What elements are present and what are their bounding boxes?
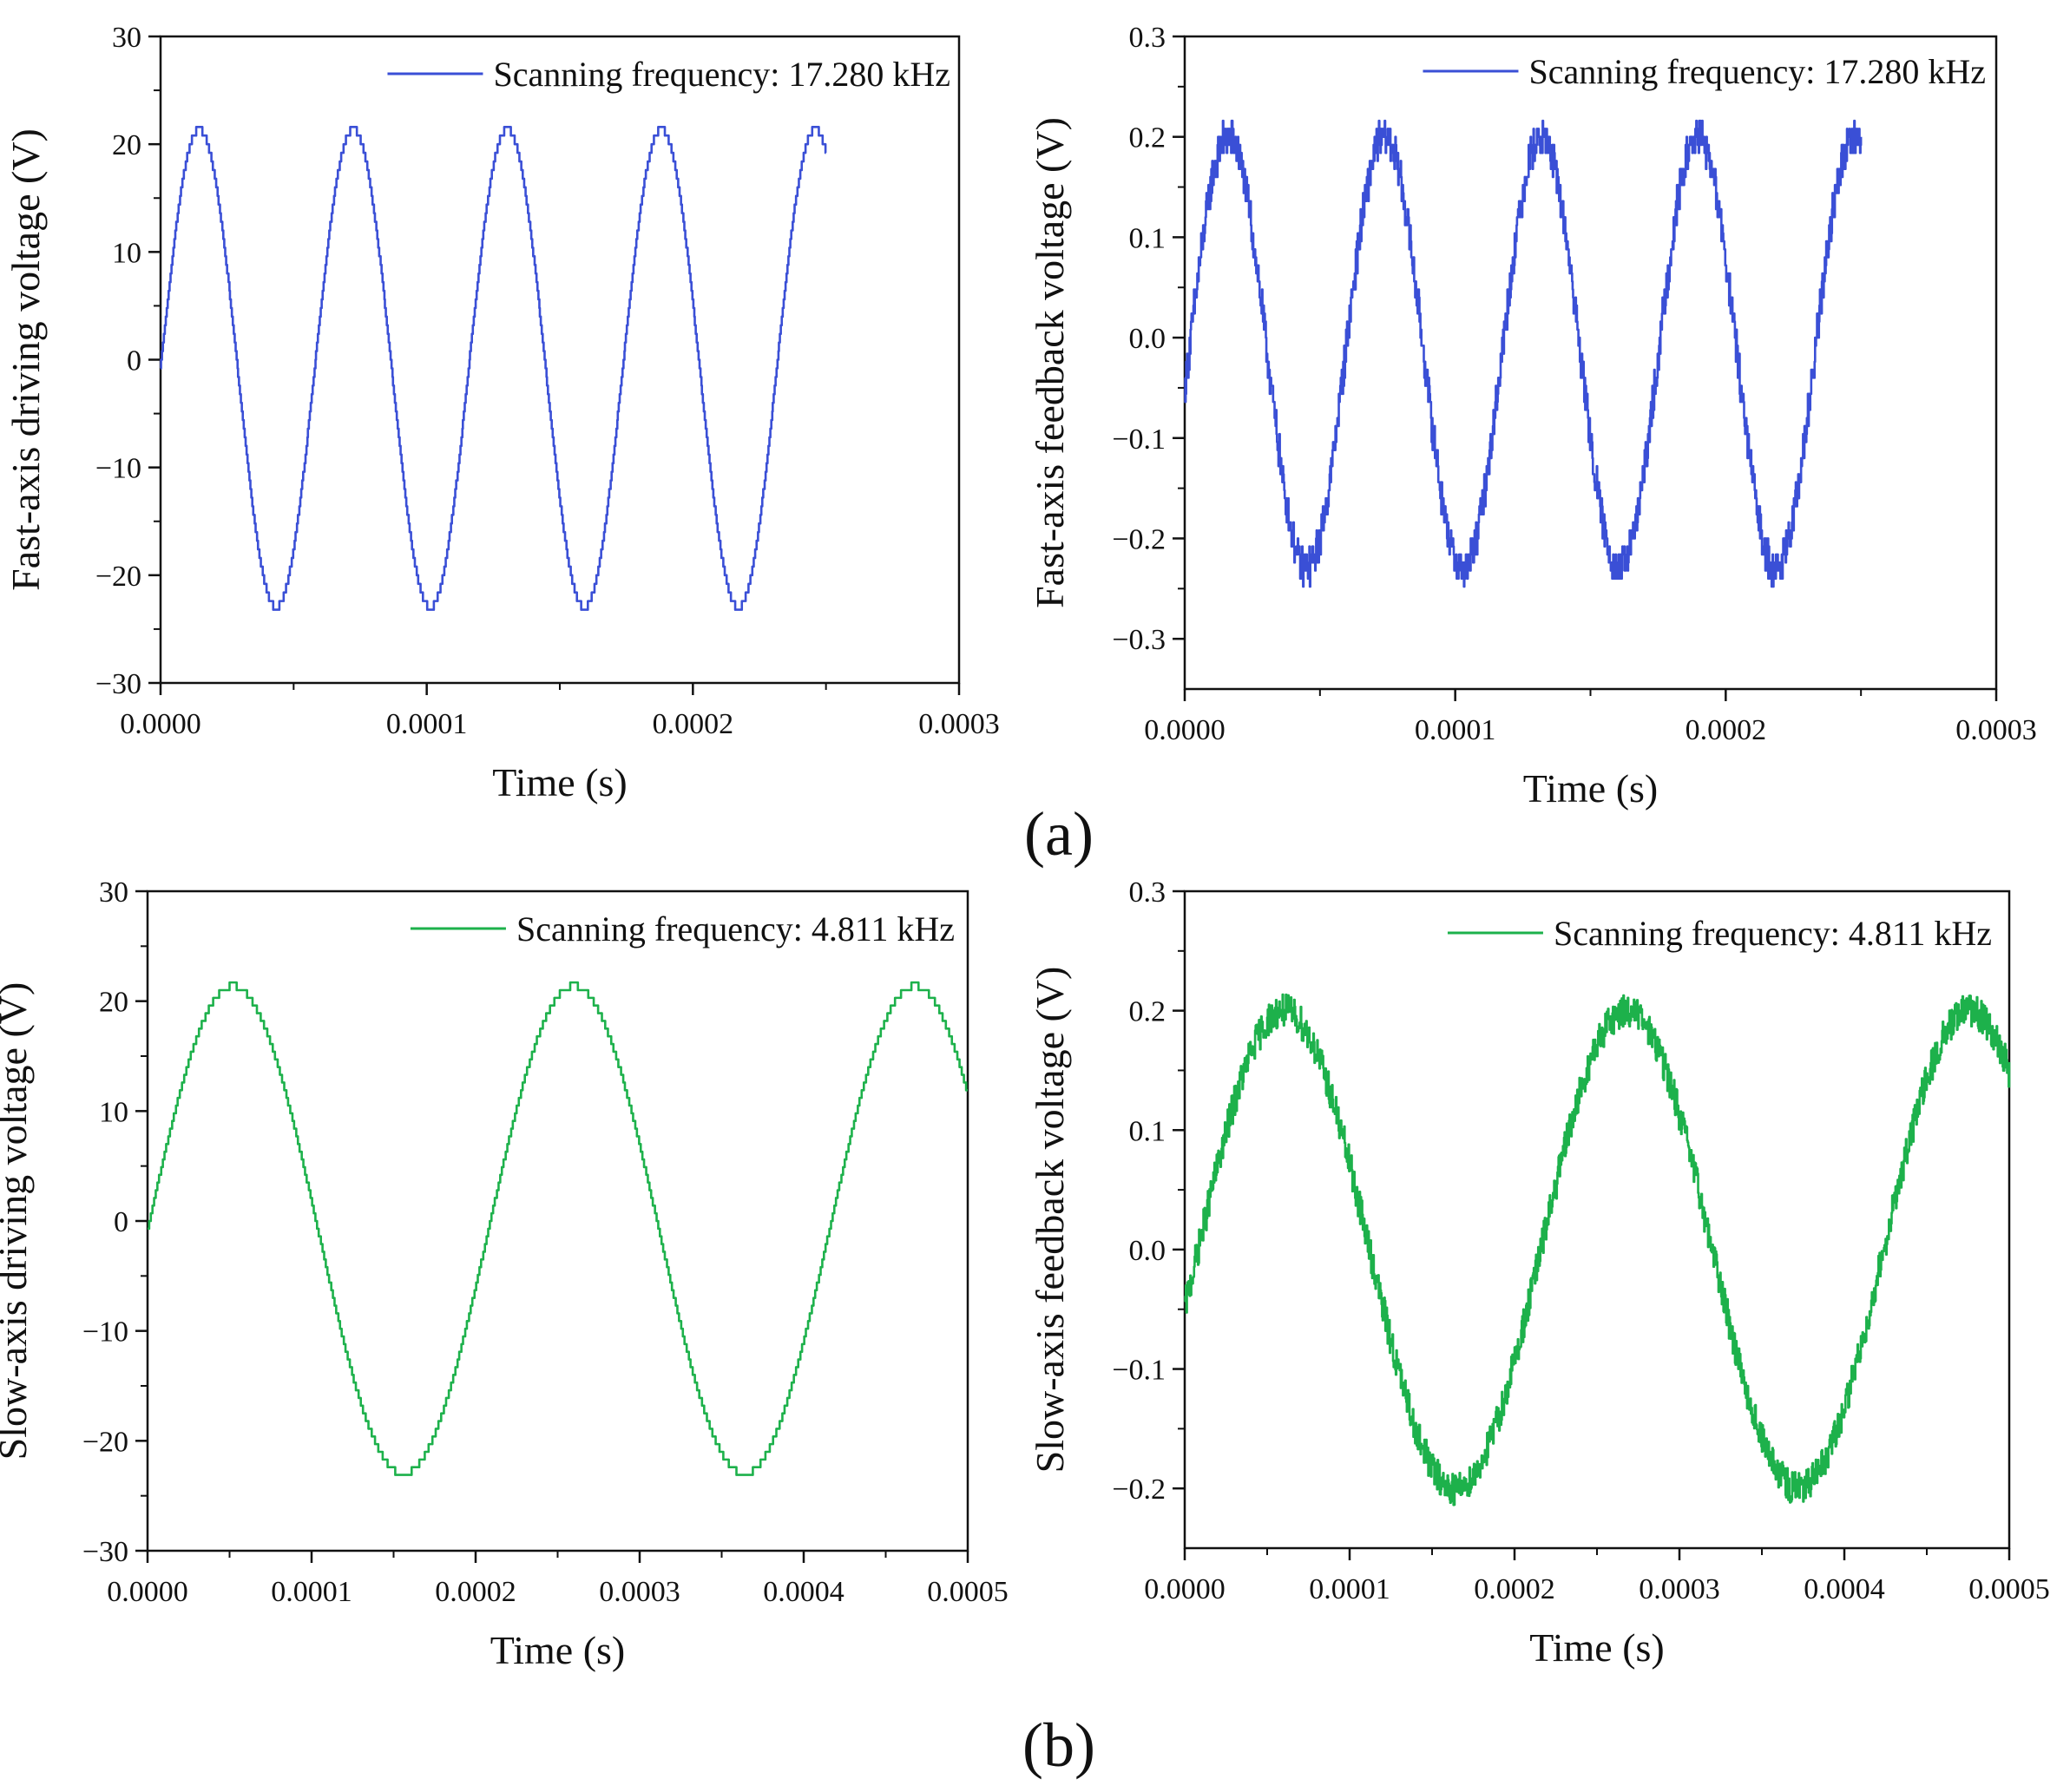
y-tick-label: 30	[112, 22, 141, 54]
x-tick-label: 0.0005	[927, 1576, 1009, 1608]
x-tick-label: 0.0003	[1955, 714, 2037, 746]
y-tick-label: −0.1	[1112, 423, 1166, 456]
chart-fast-axis-driving-voltage: 0.0000 0.0001 0.0002 0.0003 −30 −20 −10 0 10 20 30…	[3, 22, 1000, 804]
y-tick-label: −0.3	[1112, 624, 1166, 656]
y-tick-label: 0.2	[1129, 996, 1166, 1028]
y-tick-label: 0.3	[1129, 876, 1166, 909]
panel-label-b: (b)	[1022, 1710, 1095, 1780]
x-tick-label: 0.0002	[1686, 714, 1767, 746]
x-tick-label: 0.0000	[1144, 1573, 1226, 1605]
y-tick-label: 0.0	[1129, 323, 1166, 355]
plot-frame	[159, 35, 961, 685]
series-line	[160, 126, 827, 611]
legend-label: Scanning frequency: 17.280 kHz	[493, 55, 950, 94]
y-tick-label: −30	[95, 668, 141, 700]
y-tick-label: −0.2	[1112, 523, 1166, 555]
x-tick-label: 0.0001	[1415, 714, 1496, 746]
y-axis-label: Fast-axis feedback voltage (V)	[1028, 117, 1072, 608]
x-tick-label: 0.0003	[599, 1576, 680, 1608]
y-tick-label: 0.1	[1129, 222, 1166, 254]
y-tick-label: 10	[99, 1096, 128, 1128]
x-tick-label: 0.0004	[1804, 1573, 1885, 1605]
y-tick-label: 20	[112, 129, 141, 161]
series-line	[147, 981, 969, 1476]
plot-frame	[1183, 35, 1998, 691]
x-tick-label: 0.0002	[435, 1576, 516, 1608]
y-tick-label: 30	[99, 876, 128, 909]
y-tick-label: 0	[114, 1206, 128, 1238]
x-tick-label: 0.0000	[1144, 714, 1226, 746]
y-tick-label: 0	[127, 345, 141, 377]
x-tick-label: 0.0000	[120, 708, 201, 740]
y-tick-label: 10	[112, 237, 141, 269]
y-tick-label: 0.0	[1129, 1235, 1166, 1267]
y-tick-label: 0.2	[1129, 122, 1166, 154]
y-tick-label: −0.2	[1112, 1474, 1166, 1506]
x-tick-label: 0.0005	[1968, 1573, 2050, 1605]
x-tick-label: 0.0000	[107, 1576, 188, 1608]
x-tick-label: 0.0003	[918, 708, 1000, 740]
chart-fast-axis-feedback-voltage: 0.0000 0.0001 0.0002 0.0003 −0.3 −0.2 −0.1 0.0 0…	[1028, 22, 2037, 811]
y-tick-label: −20	[82, 1426, 128, 1458]
x-tick-label: 0.0003	[1639, 1573, 1720, 1605]
legend-label: Scanning frequency: 4.811 kHz	[516, 909, 955, 949]
y-tick-label: 20	[99, 987, 128, 1019]
y-axis-label: Slow-axis feedback voltage (V)	[1028, 967, 1072, 1474]
series-line	[1184, 119, 1863, 588]
y-tick-label: −10	[82, 1316, 128, 1349]
plot-frame	[146, 889, 969, 1552]
plot-frame	[1183, 889, 2011, 1550]
x-axis-label: Time (s)	[1529, 1625, 1665, 1670]
y-tick-label: −30	[82, 1536, 128, 1568]
y-tick-label: −20	[95, 561, 141, 593]
y-tick-label: −0.1	[1112, 1355, 1166, 1387]
chart-slow-axis-feedback-voltage: 0.0000 0.0001 0.0002 0.0003 0.0004 0.0005 −0.2…	[1028, 876, 2050, 1670]
x-axis-label: Time (s)	[490, 1628, 626, 1672]
y-axis-label: Fast-axis driving voltage (V)	[3, 128, 48, 591]
x-tick-label: 0.0002	[1474, 1573, 1555, 1605]
series-line	[1184, 993, 2011, 1506]
y-tick-label: 0.1	[1129, 1115, 1166, 1147]
y-tick-label: −10	[95, 453, 141, 485]
x-tick-label: 0.0004	[763, 1576, 844, 1608]
y-axis-label: Slow-axis driving voltage (V)	[0, 982, 35, 1461]
legend-label: Scanning frequency: 17.280 kHz	[1528, 52, 1986, 91]
x-tick-label: 0.0001	[1309, 1573, 1390, 1605]
y-tick-label: 0.3	[1129, 22, 1166, 54]
x-axis-label: Time (s)	[1523, 766, 1659, 811]
chart-slow-axis-driving-voltage: 0.0000 0.0001 0.0002 0.0003 0.0004 0.0005 −30 −…	[0, 876, 1009, 1672]
x-tick-label: 0.0002	[653, 708, 734, 740]
x-tick-label: 0.0001	[386, 708, 468, 740]
panel-label-a: (a)	[1024, 799, 1094, 869]
x-tick-label: 0.0001	[271, 1576, 352, 1608]
x-axis-label: Time (s)	[492, 760, 628, 804]
legend-label: Scanning frequency: 4.811 kHz	[1554, 914, 1992, 953]
